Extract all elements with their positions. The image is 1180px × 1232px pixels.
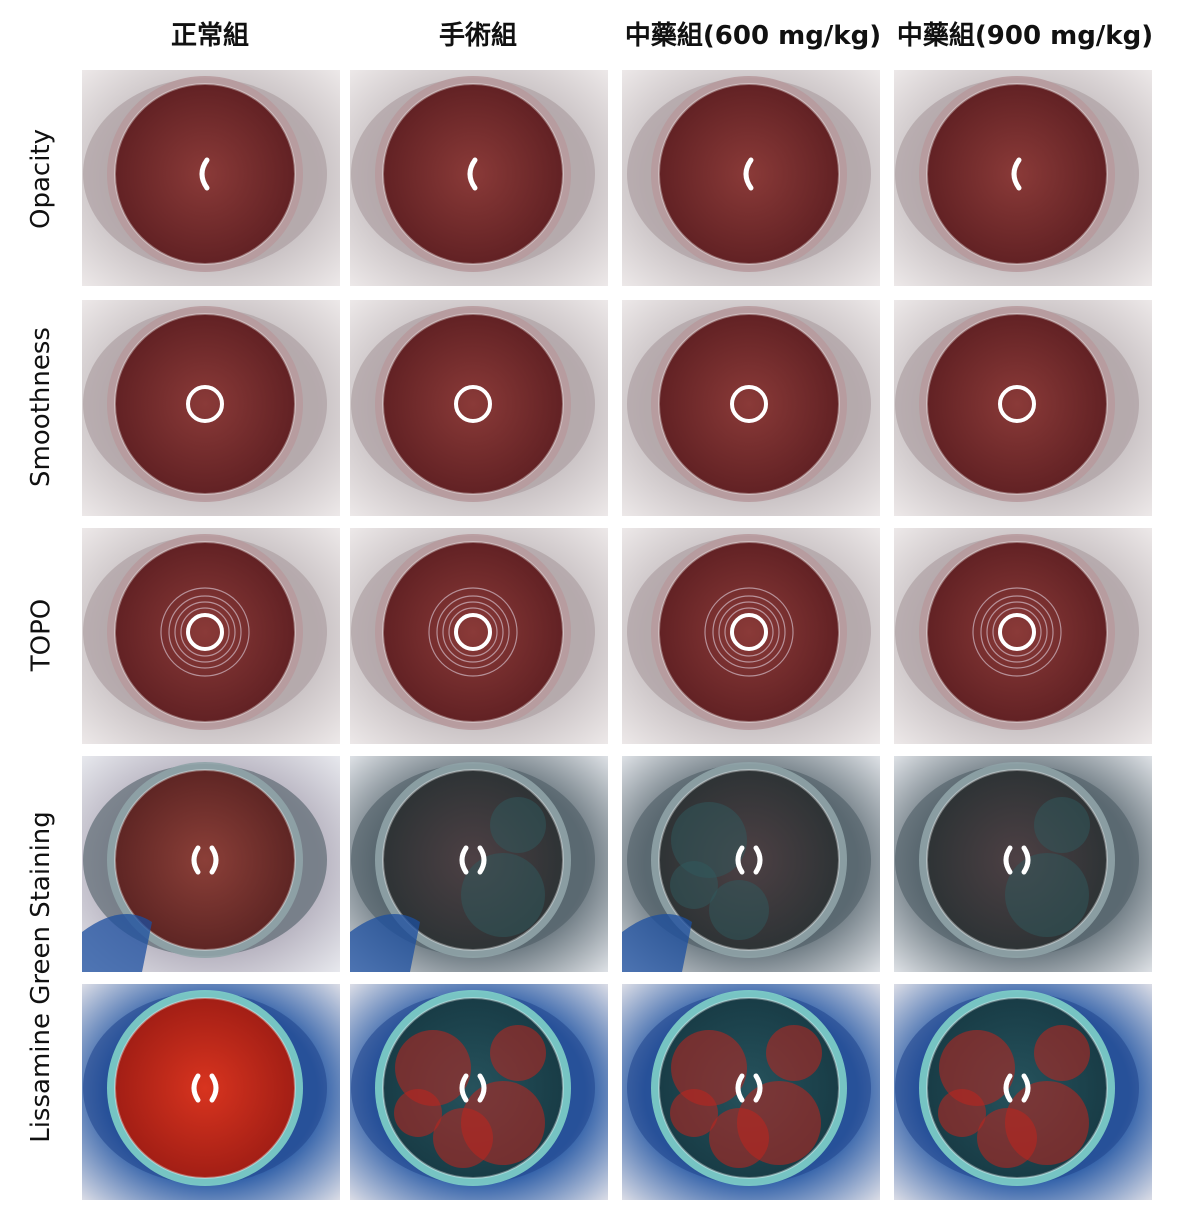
light-reflex — [191, 845, 219, 875]
stain-patch — [1034, 797, 1090, 853]
stain-patch — [490, 797, 546, 853]
light-reflex — [743, 157, 754, 191]
stain-patch — [394, 1089, 442, 1137]
cornea — [927, 84, 1107, 264]
eye-photo-r3-c1 — [82, 528, 340, 744]
eye-photo-r1-c3 — [622, 70, 880, 286]
light-reflex — [454, 385, 492, 423]
light-reflex — [186, 385, 224, 423]
stain-patch — [709, 880, 769, 940]
stain-patch — [671, 1030, 747, 1106]
light-reflex — [459, 845, 487, 875]
eye-photo-r5-c3 — [622, 984, 880, 1200]
eye-photo-r4-c3 — [622, 756, 880, 972]
light-reflex — [704, 587, 794, 677]
eye-photo-r5-c4 — [894, 984, 1152, 1200]
eye-photo-r2-c1 — [82, 300, 340, 516]
eye-photo-r4-c4 — [894, 756, 1152, 972]
light-reflex — [428, 587, 518, 677]
column-header-surgery: 手術組 — [438, 21, 517, 51]
cornea — [927, 542, 1107, 722]
stain-patch — [670, 1089, 718, 1137]
row-label-smoothness: Smoothness — [26, 327, 57, 487]
column-header-normal: 正常組 — [170, 21, 249, 51]
eye-photo-r4-c2 — [350, 756, 608, 972]
cornea — [383, 84, 563, 264]
cornea — [383, 542, 563, 722]
eye-photo-r3-c2 — [350, 528, 608, 744]
light-reflex — [459, 1073, 487, 1103]
cornea — [115, 770, 295, 950]
cornea — [659, 84, 839, 264]
eye-photo-r3-c3 — [622, 528, 880, 744]
cornea — [115, 998, 295, 1178]
light-reflex — [735, 845, 763, 875]
stain-patch — [1034, 1025, 1090, 1081]
stain-patch — [433, 1108, 493, 1168]
eye-photo-r1-c2 — [350, 70, 608, 286]
eye-photo-r4-c1 — [82, 756, 340, 972]
stain-patch — [461, 853, 545, 937]
stain-patch — [490, 1025, 546, 1081]
stain-patch — [977, 1108, 1037, 1168]
light-reflex — [972, 587, 1062, 677]
row-label-topo: TOPO — [26, 598, 56, 672]
stain-patch — [766, 1025, 822, 1081]
cornea — [383, 314, 563, 494]
column-header-herb-900: 中藥組(900 mg/kg) — [896, 21, 1154, 51]
light-reflex — [1011, 157, 1022, 191]
eye-photo-r5-c2 — [350, 984, 608, 1200]
cornea — [115, 314, 295, 494]
stain-patch — [1005, 853, 1089, 937]
row-label-lissamine-green-staining: Lissamine Green Staining — [26, 811, 57, 1143]
eye-photo-r2-c2 — [350, 300, 608, 516]
eye-photo-r3-c4 — [894, 528, 1152, 744]
light-reflex — [191, 1073, 219, 1103]
column-header-herb-600: 中藥組(600 mg/kg) — [624, 21, 882, 51]
light-reflex — [1003, 845, 1031, 875]
light-reflex — [735, 1073, 763, 1103]
light-reflex — [1003, 1073, 1031, 1103]
row-label-opacity: Opacity — [26, 128, 57, 230]
light-reflex — [199, 157, 210, 191]
cornea — [659, 542, 839, 722]
light-reflex — [730, 385, 768, 423]
eye-photo-r1-c1 — [82, 70, 340, 286]
stain-patch — [709, 1108, 769, 1168]
stain-patch — [671, 802, 747, 878]
stain-patch — [939, 1030, 1015, 1106]
eye-photo-r1-c4 — [894, 70, 1152, 286]
stain-patch — [395, 1030, 471, 1106]
light-reflex — [467, 157, 478, 191]
stain-patch — [670, 861, 718, 909]
cornea — [927, 314, 1107, 494]
cornea — [115, 84, 295, 264]
eye-photo-r2-c3 — [622, 300, 880, 516]
stain-patch — [938, 1089, 986, 1137]
cornea — [659, 314, 839, 494]
eye-photo-r5-c1 — [82, 984, 340, 1200]
light-reflex — [998, 385, 1036, 423]
cornea — [115, 542, 295, 722]
eye-photo-r2-c4 — [894, 300, 1152, 516]
light-reflex — [160, 587, 250, 677]
